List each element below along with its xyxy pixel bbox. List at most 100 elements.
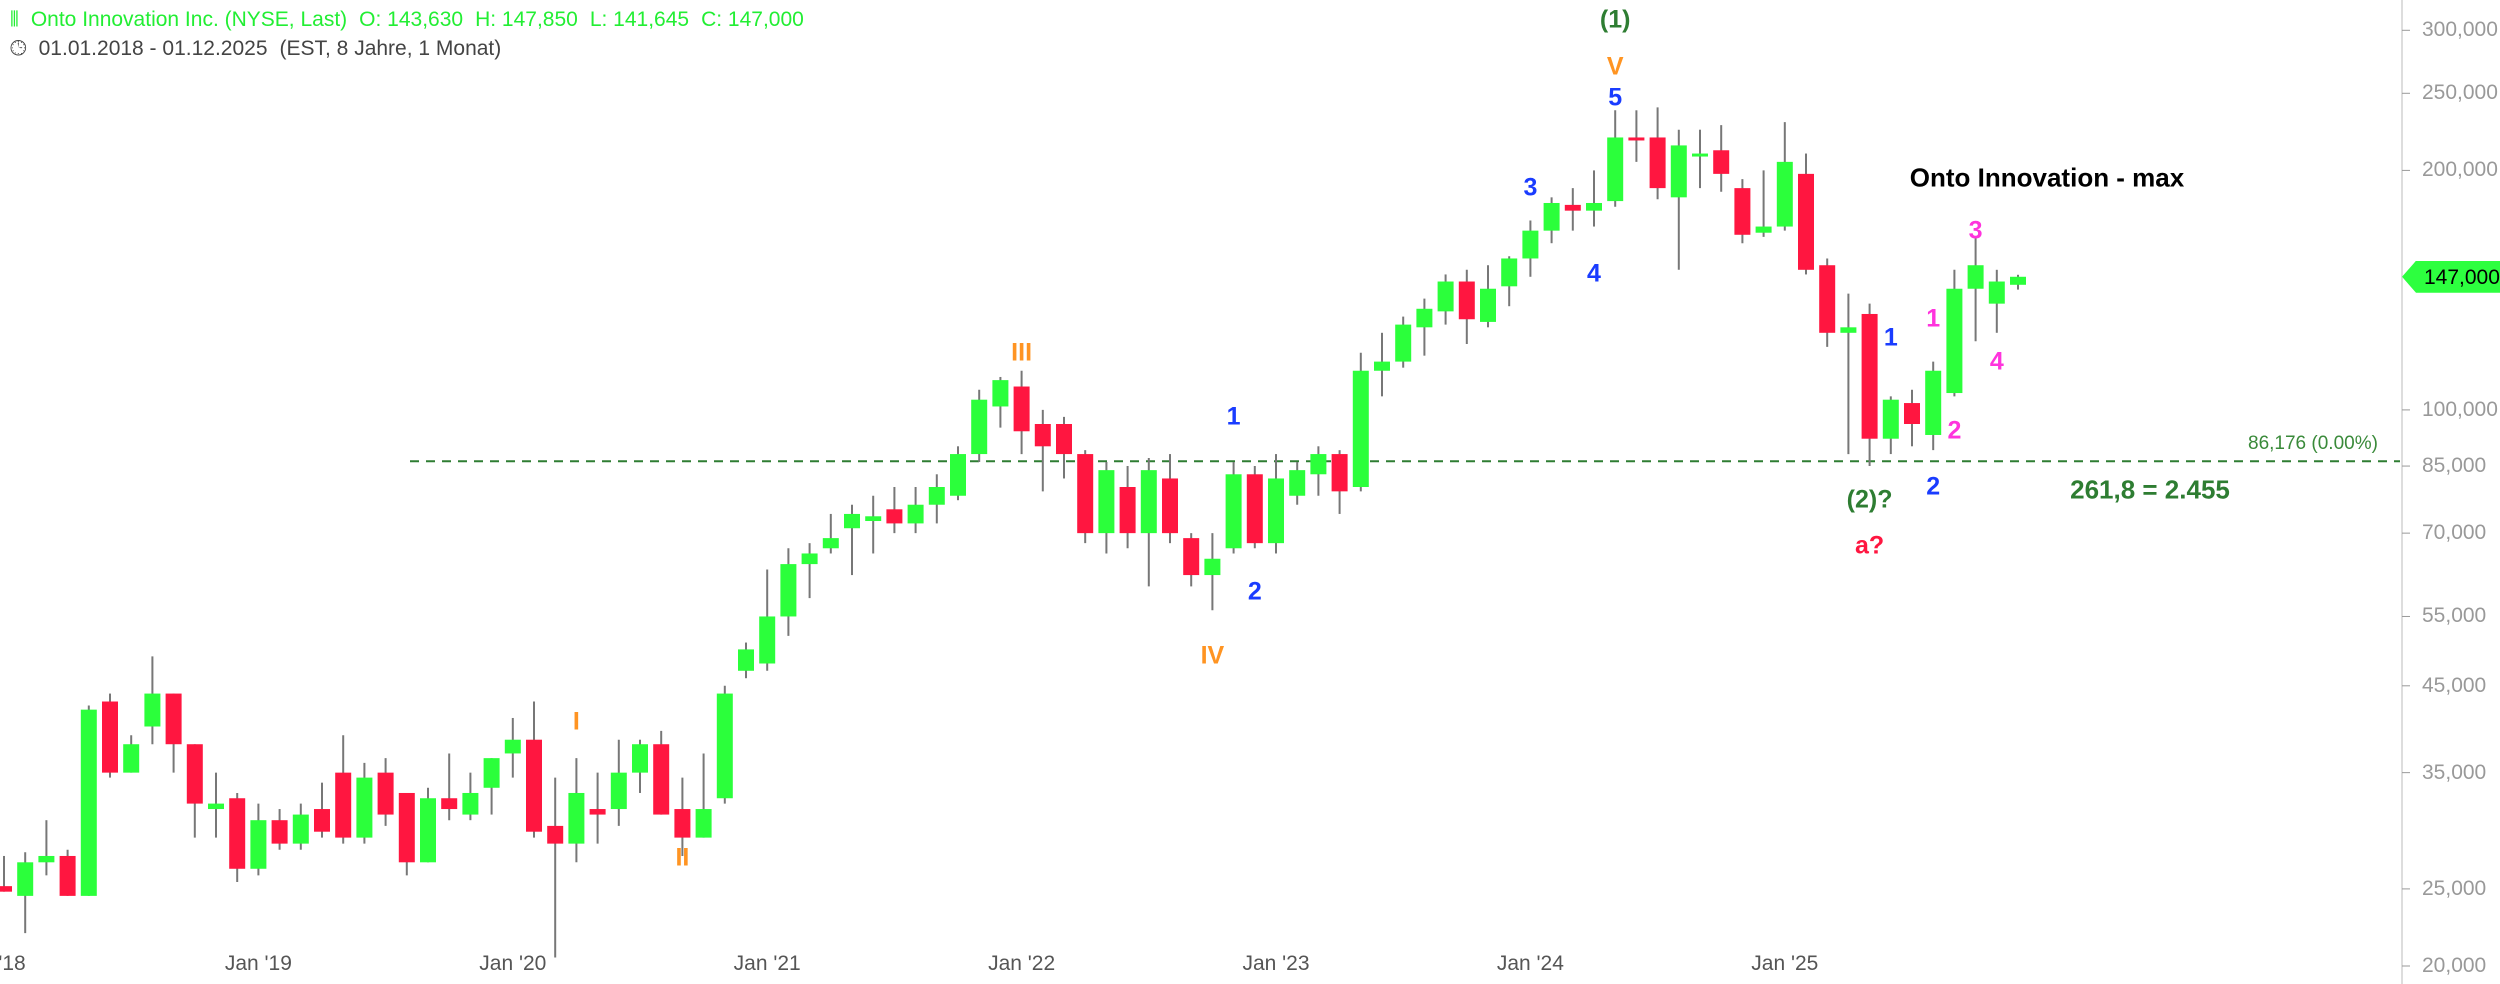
- candle-up: [1374, 361, 1390, 371]
- candle-up: [1925, 370, 1942, 435]
- candle-up: [1416, 308, 1433, 328]
- candle-up: [123, 744, 140, 773]
- fib-level-label: 86,176 (0.00%): [2248, 433, 2378, 455]
- x-tick-label: Jan '23: [1242, 952, 1310, 975]
- candle-down: [1034, 424, 1051, 447]
- candle-up: [844, 513, 860, 529]
- candle-up: [992, 380, 1009, 407]
- wave-label: 2: [1247, 577, 1262, 606]
- candle-up: [1543, 202, 1560, 231]
- candle-down: [1904, 403, 1920, 425]
- candle-down: [1162, 478, 1178, 534]
- candle-up: [695, 809, 712, 838]
- candle-up: [1395, 324, 1412, 362]
- wave-label: III: [1011, 338, 1033, 367]
- y-tick-label: 100,000: [2422, 397, 2498, 421]
- candle-up: [1437, 281, 1454, 312]
- y-tick-label: 45,000: [2422, 673, 2487, 697]
- candle-down: [547, 825, 564, 844]
- candle-up: [1140, 470, 1157, 534]
- candle-down: [1013, 386, 1030, 432]
- wave-label: 1: [1226, 402, 1241, 431]
- y-tick-label: 70,000: [2422, 521, 2487, 545]
- candle-down: [1564, 204, 1581, 211]
- y-tick-label: 25,000: [2422, 876, 2487, 900]
- wave-label: 1: [1926, 304, 1941, 333]
- last-price-tag: 147,000: [2402, 260, 2500, 293]
- close-value: C: 147,000: [701, 8, 804, 31]
- y-tick-label: 250,000: [2422, 81, 2498, 105]
- candle-up: [822, 538, 839, 549]
- candle-up: [738, 649, 754, 671]
- candle-down: [102, 701, 118, 773]
- wave-label: 4: [1587, 259, 1601, 288]
- candle-up: [1204, 558, 1221, 576]
- candle-down: [1628, 137, 1645, 141]
- date-range: 01.01.2018 - 01.12.2025: [38, 37, 268, 60]
- candle-up: [292, 814, 309, 844]
- candle-down: [335, 772, 352, 838]
- candle-up: [1586, 202, 1602, 211]
- candle-down: [314, 809, 330, 832]
- last-price-label: 147,000: [2424, 265, 2500, 289]
- candle-down: [271, 820, 288, 844]
- candle-down: [1458, 281, 1475, 320]
- x-tick-label: Jan '21: [733, 952, 801, 975]
- candle-up: [144, 693, 161, 727]
- y-tick-label: 85,000: [2422, 454, 2487, 478]
- candle-up: [462, 792, 479, 815]
- candle-up: [250, 820, 267, 869]
- wave-label: V: [1606, 52, 1624, 81]
- candle-down: [1183, 538, 1200, 576]
- x-tick-label: Jan '19: [224, 952, 292, 975]
- candle-up: [1607, 137, 1624, 202]
- candle-down: [653, 744, 670, 815]
- candle-up: [865, 516, 882, 522]
- wave-label: 2: [1947, 416, 1962, 445]
- candle-up: [1882, 399, 1899, 439]
- candle-down: [1861, 313, 1878, 439]
- x-tick-label: '18: [0, 952, 26, 975]
- x-tick-label: Jan '22: [988, 952, 1056, 975]
- fib-note: 261,8 = 2.455: [2070, 474, 2230, 505]
- y-tick-label: 300,000: [2422, 18, 2498, 42]
- candle-down: [1056, 424, 1072, 455]
- candle-up: [420, 798, 436, 863]
- candle-down: [1246, 474, 1263, 544]
- y-tick-label: 35,000: [2422, 760, 2487, 784]
- candle-up: [208, 803, 224, 810]
- open-value: O: 143,630: [359, 8, 464, 31]
- candle-up: [1776, 161, 1793, 227]
- candle-up: [2010, 276, 2026, 285]
- instrument-header: ⫴ Onto Innovation Inc. (NYSE, Last) O: 143…: [10, 8, 816, 32]
- candle-up: [504, 739, 521, 754]
- chart-title: Onto Innovation - max: [1909, 162, 2185, 193]
- candle-down: [59, 855, 76, 896]
- wave-label: 2: [1926, 472, 1941, 501]
- wave-label: I: [572, 707, 580, 736]
- candle-up: [1988, 281, 2005, 304]
- wave-label: (1): [1599, 5, 1631, 34]
- candle-up: [759, 616, 776, 664]
- y-tick-label: 55,000: [2422, 604, 2487, 628]
- candle-up: [1522, 230, 1539, 259]
- wave-label: II: [675, 843, 690, 872]
- candle-up: [1946, 288, 1963, 394]
- candle-down: [186, 744, 203, 804]
- candle-up: [801, 553, 818, 565]
- y-tick-label: 200,000: [2422, 158, 2498, 182]
- candle-up: [971, 399, 988, 455]
- candle-down: [0, 886, 12, 892]
- candle-down: [441, 798, 458, 810]
- wave-label: 1: [1883, 323, 1898, 352]
- candle-down: [229, 798, 246, 869]
- candlestick-icon: ⫴: [10, 8, 19, 31]
- candle-up: [1098, 470, 1115, 534]
- candle-up: [1755, 226, 1772, 233]
- candle-up: [568, 792, 585, 844]
- candle-up: [1692, 153, 1708, 157]
- candle-down: [526, 739, 542, 832]
- x-tick-label: Jan '25: [1751, 952, 1819, 975]
- candle-down: [377, 772, 394, 815]
